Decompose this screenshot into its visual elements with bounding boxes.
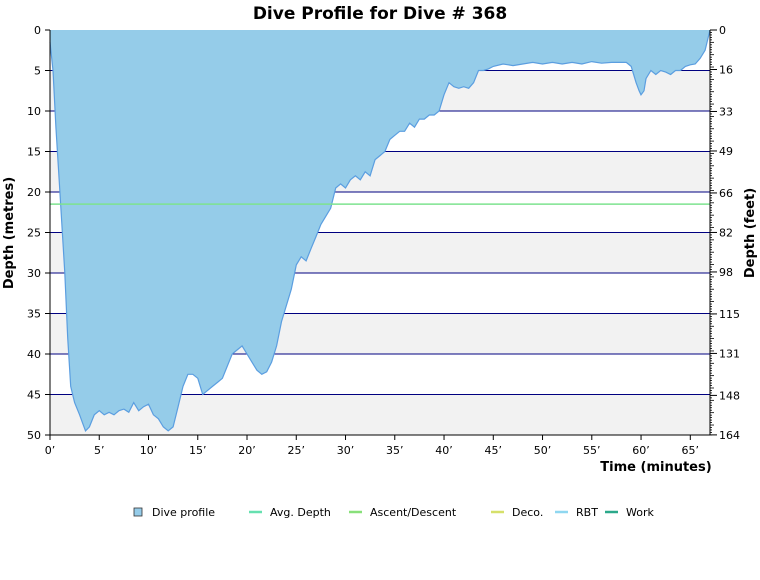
y-left-tick-label: 35 [27, 308, 41, 321]
y-axis-left-title: Depth (metres) [2, 177, 17, 289]
y-left-tick-label: 40 [27, 348, 41, 361]
x-tick-label: 10’ [140, 444, 158, 457]
x-tick-label: 5’ [94, 444, 105, 457]
y-left-tick-label: 25 [27, 227, 41, 240]
y-right-tick-label: 131 [719, 347, 740, 360]
y-right-tick-label: 98 [719, 266, 733, 279]
legend-label: Dive profile [152, 506, 215, 519]
y-right-tick-label: 66 [719, 187, 733, 200]
y-left-tick-label: 45 [27, 389, 41, 402]
x-axis-ticks: 0’ 5’ 10’ 15’ 20’ 25’ 30’ 35’ 40’ 45’ 50’ 55’ 60’ 65’ [45, 435, 699, 457]
x-tick-label: 50’ [534, 444, 552, 457]
y-axis-right-title: Depth (feet) [743, 188, 758, 278]
x-tick-label: 65’ [682, 444, 700, 457]
legend-swatch-dive-profile [133, 507, 143, 517]
x-axis-title: Time (minutes) [600, 460, 711, 475]
y-right-tick-label: 49 [719, 145, 733, 158]
y-axis-right-ticks: 0 16 33 49 66 82 98 115 131 148 164 [710, 24, 740, 442]
legend-label: Work [626, 506, 654, 519]
x-tick-label: 55’ [583, 444, 601, 457]
legend-label: Avg. Depth [270, 506, 331, 519]
y-right-tick-label: 115 [719, 308, 740, 321]
y-left-tick-label: 50 [27, 429, 41, 442]
x-tick-label: 15’ [189, 444, 207, 457]
y-left-tick-label: 20 [27, 186, 41, 199]
x-tick-label: 35’ [386, 444, 404, 457]
dive-profile-line [49, 29, 711, 432]
y-left-tick-label: 10 [27, 105, 41, 118]
legend-label: RBT [576, 506, 598, 519]
x-tick-label: 0’ [45, 444, 56, 457]
y-right-tick-label: 148 [719, 389, 740, 402]
legend-label: Deco. [512, 506, 543, 519]
x-tick-label: 25’ [288, 444, 306, 457]
dive-profile-area [50, 30, 710, 431]
legend-label: Ascent/Descent [370, 506, 457, 519]
x-tick-label: 45’ [485, 444, 503, 457]
y-right-tick-label: 0 [719, 24, 726, 37]
y-left-tick-label: 0 [34, 24, 41, 37]
chart-title: Dive Profile for Dive # 368 [253, 4, 507, 24]
y-left-tick-label: 15 [27, 146, 41, 159]
x-tick-label: 30’ [337, 444, 355, 457]
legend: Dive profile Avg. Depth Ascent/Descent Deco… [133, 506, 654, 519]
y-right-tick-label: 16 [719, 64, 733, 77]
y-left-tick-label: 30 [27, 267, 41, 280]
dive-profile-series [49, 29, 711, 432]
y-right-tick-label: 82 [719, 226, 733, 239]
y-left-tick-label: 5 [34, 65, 41, 78]
y-right-tick-label: 33 [719, 105, 733, 118]
y-right-tick-label: 164 [719, 429, 740, 442]
y-axis-left-ticks: 0 5 10 15 20 25 30 35 40 45 50 [27, 24, 50, 442]
x-tick-label: 40’ [435, 444, 453, 457]
x-tick-label: 20’ [238, 444, 256, 457]
x-tick-label: 60’ [632, 444, 650, 457]
